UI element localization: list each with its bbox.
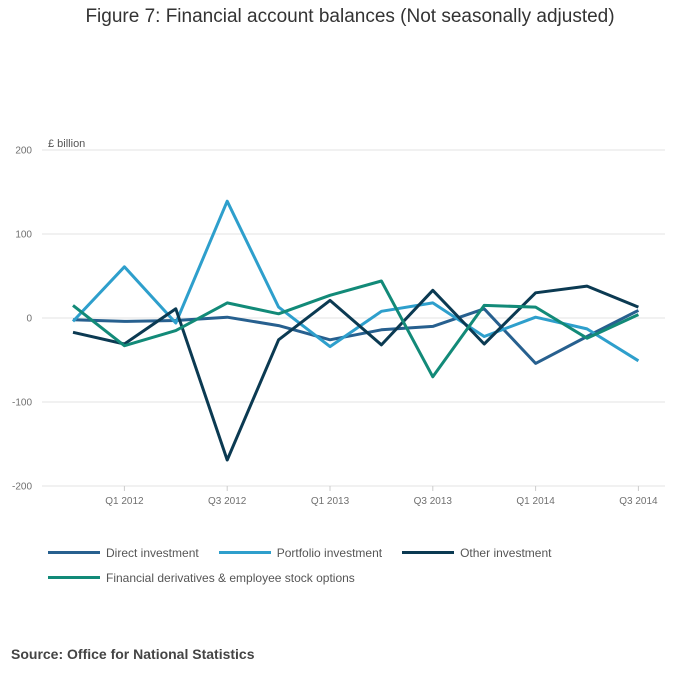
legend-label: Portfolio investment — [276, 545, 383, 560]
line-chart: 200 100 0 -100 -200 Q1 2012 Q3 2012 Q1 2013 Q3 … — [12, 138, 665, 507]
legend-item: Financial derivatives & employee stock o… — [48, 565, 355, 590]
y-tick-label: -100 — [12, 398, 32, 409]
chart-legend: Direct investment Portfolio investment Oth… — [48, 540, 668, 590]
legend-swatch — [402, 551, 455, 554]
x-tick-label: Q1 2013 — [311, 496, 350, 507]
legend-swatch — [48, 576, 100, 579]
source-note: Source: Office for National Statistics — [11, 646, 255, 662]
x-tick-label: Q1 2014 — [516, 496, 555, 507]
legend-swatch — [48, 551, 100, 554]
y-tick-label: 0 — [26, 314, 32, 325]
y-axis-unit-label: £ billion — [48, 138, 85, 150]
x-axis-ticks: Q1 2012 Q3 2012 Q1 2013 Q3 2013 Q1 2014 Q3 20… — [105, 486, 658, 507]
x-tick-label: Q3 2014 — [619, 496, 658, 507]
legend-label: Financial derivatives & employee stock o… — [106, 570, 355, 585]
legend-item: Other investment — [402, 540, 551, 565]
y-tick-label: 200 — [15, 146, 32, 157]
legend-item: Direct investment — [48, 540, 199, 565]
y-axis-ticks: 200 100 0 -100 -200 — [12, 146, 32, 493]
series-line-financial-derivatives-employee-stock-options — [72, 279, 640, 379]
y-tick-label: -200 — [12, 482, 32, 493]
x-tick-label: Q3 2013 — [414, 496, 453, 507]
series-line-direct-investment — [72, 307, 640, 365]
legend-label: Direct investment — [106, 545, 199, 560]
legend-swatch — [218, 551, 271, 554]
x-tick-label: Q3 2012 — [208, 496, 247, 507]
legend-label: Other investment — [460, 545, 552, 560]
legend-item: Portfolio investment — [218, 540, 383, 565]
gridlines — [42, 149, 665, 487]
series-lines — [71, 199, 640, 462]
chart-title: Figure 7: Financial account balances (No… — [85, 6, 615, 27]
y-tick-label: 100 — [15, 230, 32, 241]
x-tick-label: Q1 2012 — [105, 496, 144, 507]
series-line-other-investment — [72, 284, 639, 462]
